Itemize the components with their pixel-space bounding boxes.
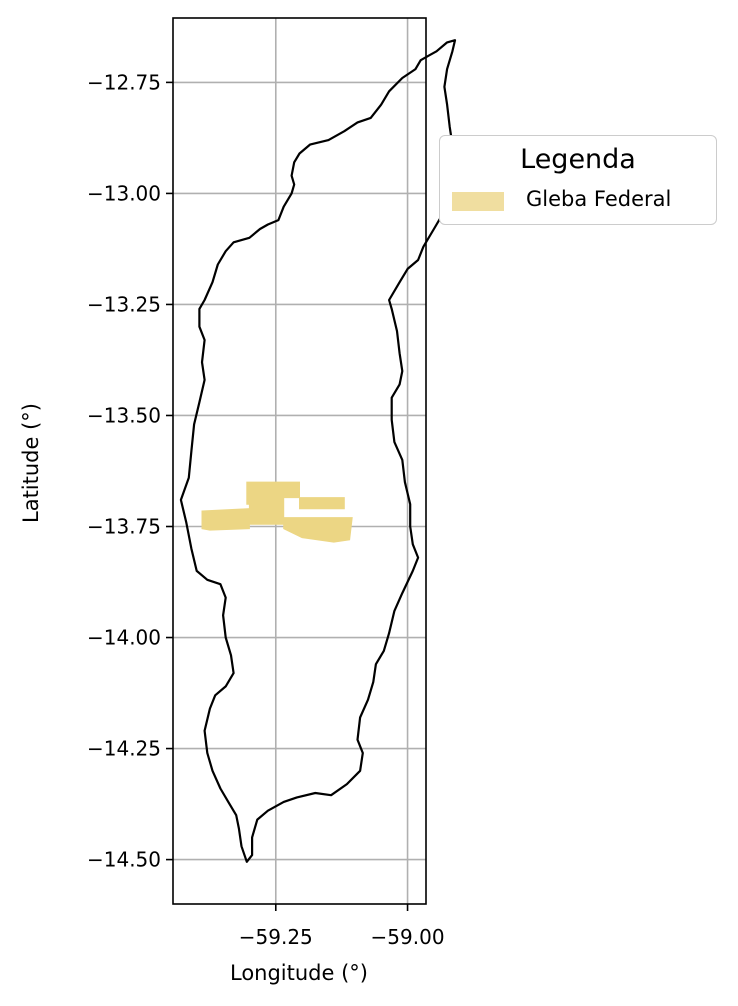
- legend-swatch-gleba-federal: [452, 192, 504, 211]
- grid-lines: [173, 18, 426, 904]
- gleba-federal-parcel: [283, 517, 353, 543]
- x-axis-label: Longitude (°): [230, 961, 368, 985]
- gleba-federal-parcel: [201, 508, 250, 531]
- y-tick-label: −14.00: [87, 626, 161, 650]
- y-tick-label: −12.75: [87, 70, 161, 94]
- y-tick-label: −13.25: [87, 292, 161, 316]
- y-tick-label: −14.50: [87, 848, 161, 872]
- axis-ticks: −59.25 −59.00 −12.75 −13.00 −13.25 −13.50 −13.…: [87, 70, 445, 949]
- y-tick-label: −13.50: [87, 403, 161, 427]
- legend: Legenda Gleba Federal: [439, 135, 717, 225]
- x-tick-label: −59.25: [239, 925, 313, 949]
- y-axis-label: Latitude (°): [19, 403, 43, 523]
- plot-frame: [172, 17, 427, 905]
- y-tick-label: −13.00: [87, 181, 161, 205]
- gleba-federal-parcel: [299, 497, 345, 510]
- y-tick-label: −13.75: [87, 515, 161, 539]
- legend-title: Legenda: [520, 144, 636, 175]
- y-tick-label: −14.25: [87, 737, 161, 761]
- gleba-federal-parcels: [201, 481, 353, 543]
- region-boundary: [179, 39, 457, 863]
- legend-label-gleba-federal: Gleba Federal: [526, 187, 672, 211]
- x-tick-label: −59.00: [371, 925, 445, 949]
